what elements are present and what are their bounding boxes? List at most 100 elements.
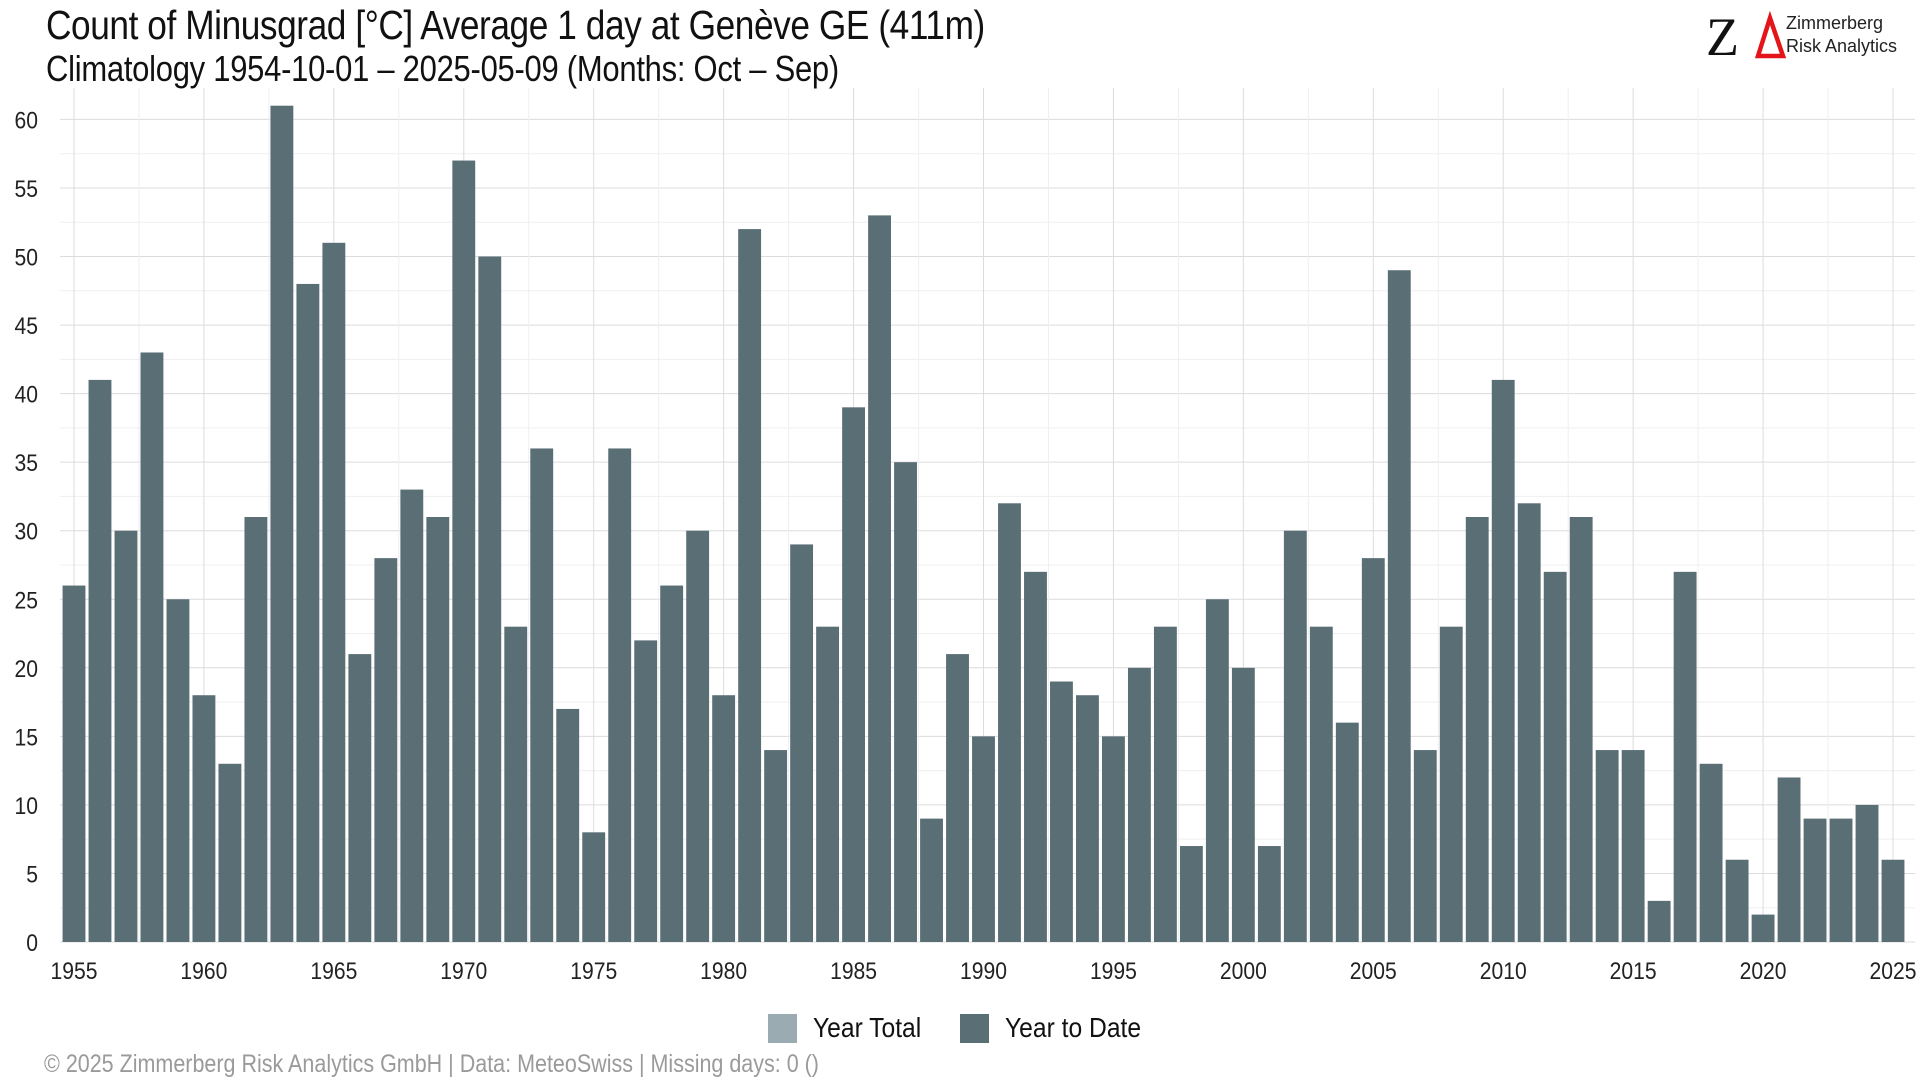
y-tick-label: 5 [26, 861, 38, 888]
y-tick-label: 50 [15, 244, 38, 271]
bar-2015 [1621, 750, 1645, 942]
bar-1991 [998, 503, 1021, 942]
x-tick-label: 1995 [1090, 958, 1137, 985]
bar-2002 [1283, 530, 1307, 942]
y-tick-label: 25 [15, 587, 38, 614]
bar-2012 [1543, 571, 1567, 942]
bar-1997 [1153, 626, 1177, 942]
y-tick-label: 45 [15, 313, 38, 340]
x-axis-ticks: 1955 1960 1965 1970 1975 1980 1985 1990 1995 2000… [51, 958, 1917, 985]
x-tick-label: 1990 [960, 958, 1007, 985]
bar-1955 [62, 585, 86, 942]
bar-1971 [478, 256, 502, 943]
bar-2017 [1673, 571, 1697, 942]
bar-2023 [1829, 818, 1853, 942]
legend-swatch-year-total [768, 1013, 798, 1043]
bar-1988 [920, 818, 943, 942]
x-tick-label: 2025 [1870, 958, 1917, 985]
bar-1974 [556, 708, 580, 942]
bar-1975 [582, 832, 606, 942]
bar-2003 [1309, 626, 1333, 942]
x-tick-label: 1960 [180, 958, 227, 985]
x-tick-label: 2005 [1350, 958, 1397, 985]
x-tick-label: 1970 [440, 958, 487, 985]
bar-2005 [1361, 558, 1385, 942]
x-tick-label: 1985 [830, 958, 877, 985]
bar-1978 [660, 585, 684, 942]
bar-1957 [114, 530, 138, 942]
bars [62, 105, 1905, 943]
bar-1963 [270, 105, 294, 943]
bar-1980 [712, 695, 736, 942]
legend-item-year-total: Year Total [760, 1012, 936, 1044]
x-tick-label: 1975 [570, 958, 617, 985]
y-tick-label: 20 [15, 656, 38, 683]
y-tick-label: 30 [15, 518, 38, 545]
bar-1999 [1205, 599, 1229, 942]
x-tick-label: 1980 [700, 958, 747, 985]
logo-line-2: Risk Analytics [1786, 36, 1898, 56]
logo-line-1: Zimmerberg [1786, 13, 1884, 33]
bar-2025 [1881, 859, 1905, 942]
bar-1967 [374, 558, 398, 942]
bar-2013 [1569, 517, 1593, 942]
bar-1959 [166, 599, 190, 942]
bar-2004 [1335, 722, 1359, 942]
bar-1966 [348, 654, 372, 942]
y-tick-label: 60 [15, 107, 38, 134]
y-tick-label: 55 [15, 176, 38, 203]
logo-mark: Z [1706, 8, 1787, 64]
bar-2018 [1699, 763, 1723, 942]
bar-2011 [1517, 503, 1541, 942]
bar-2010 [1491, 379, 1515, 943]
chart-title: Count of Minusgrad [°C] Average 1 day at… [46, 2, 985, 48]
bar-1981 [738, 229, 762, 942]
bar-1995 [1101, 736, 1125, 942]
x-tick-label: 2020 [1740, 958, 1787, 985]
y-tick-label: 40 [15, 381, 38, 408]
y-tick-label: 35 [15, 450, 38, 477]
bar-1972 [504, 626, 528, 942]
logo-text: Zimmerberg Risk Analytics [1786, 12, 1897, 58]
bar-1987 [894, 462, 917, 942]
bar-2024 [1855, 804, 1879, 942]
y-axis-ticks: 0 5 10 15 20 25 30 35 40 45 50 55 60 [15, 107, 38, 956]
bar-1982 [764, 750, 788, 942]
logo-delta-icon [1754, 10, 1787, 59]
logo-z-letter: Z [1706, 8, 1739, 64]
bar-1968 [400, 489, 424, 942]
bar-1992 [1024, 571, 1047, 942]
bar-1994 [1076, 695, 1099, 942]
bar-2000 [1231, 667, 1255, 942]
bar-1990 [972, 736, 995, 942]
bar-1961 [218, 763, 242, 942]
bar-2021 [1777, 777, 1801, 942]
bar-2007 [1413, 750, 1437, 942]
legend-label-year-to-date: Year to Date [1005, 1012, 1142, 1043]
bar-1998 [1179, 846, 1203, 942]
bar-2006 [1387, 270, 1411, 942]
bar-1956 [88, 379, 112, 943]
bar-2020 [1751, 914, 1775, 942]
bar-1984 [816, 626, 840, 942]
bar-2001 [1257, 846, 1281, 942]
bar-1964 [296, 283, 320, 942]
bar-1976 [608, 448, 632, 942]
bar-1979 [686, 530, 710, 942]
bar-2008 [1439, 626, 1463, 942]
bar-1996 [1127, 667, 1151, 942]
legend-swatch-year-to-date [960, 1013, 990, 1043]
legend-item-year-to-date: Year to Date [952, 1012, 1160, 1044]
bar-1962 [244, 517, 268, 942]
bar-1973 [530, 448, 554, 942]
bar-1960 [192, 695, 216, 942]
legend-label-year-total: Year Total [813, 1012, 922, 1043]
x-tick-label: 2010 [1480, 958, 1527, 985]
footer-credits: © 2025 Zimmerberg Risk Analytics GmbH | … [44, 1050, 819, 1078]
bar-1989 [946, 654, 969, 942]
y-tick-label: 15 [15, 724, 38, 751]
chart-subtitle: Climatology 1954-10-01 – 2025-05-09 (Mon… [46, 48, 839, 89]
bar-2022 [1803, 818, 1827, 942]
bar-1958 [140, 352, 164, 942]
bar-1985 [842, 407, 866, 942]
